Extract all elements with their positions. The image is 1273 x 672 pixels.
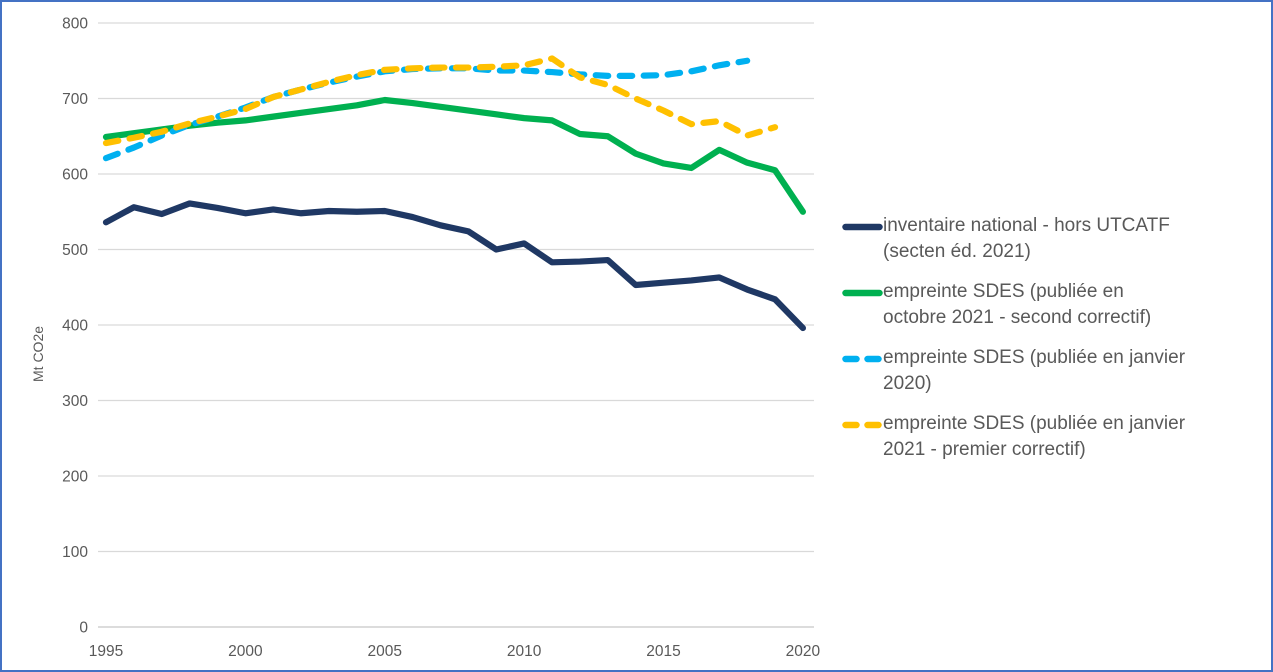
legend-label: inventaire national - hors UTCATF (secte… — [883, 215, 1170, 262]
legend-item: empreinte SDES (publiée en janvier 2020) — [842, 345, 1262, 397]
legend-label: empreinte SDES (publiée en janvier 2020) — [883, 347, 1186, 394]
legend-item: empreinte SDES (publiée en janvier 2021 … — [842, 411, 1262, 463]
legend-label: empreinte SDES (publiée en octobre 2021 … — [883, 281, 1152, 328]
legend-swatch-empreinte-sdes-janvier-2021 — [842, 421, 883, 429]
legend-swatch-empreinte-sdes-octobre-2021 — [842, 289, 883, 297]
legend-label: empreinte SDES (publiée en janvier 2021 … — [883, 413, 1186, 460]
y-tick-label: 800 — [62, 16, 88, 33]
legend-item: inventaire national - hors UTCATF (secte… — [842, 213, 1262, 265]
y-tick-label: 500 — [62, 242, 88, 259]
legend-swatch-empreinte-sdes-janvier-2020 — [842, 355, 883, 363]
y-tick-label: 600 — [62, 167, 88, 184]
y-tick-label: 700 — [62, 91, 88, 108]
x-tick-label: 2020 — [786, 643, 821, 660]
line-series-0 — [102, 200, 807, 332]
y-tick-label: 300 — [62, 393, 88, 410]
legend: inventaire national - hors UTCATF (secte… — [842, 213, 1262, 463]
legend-swatch-inventaire-national — [842, 223, 883, 231]
y-tick-label: 0 — [79, 620, 88, 637]
line-series-1 — [102, 96, 807, 215]
line-series-3 — [102, 55, 779, 147]
line-series-2 — [102, 57, 751, 162]
y-tick-label: 100 — [62, 544, 88, 561]
x-tick-label: 2005 — [368, 643, 402, 660]
x-tick-label: 2000 — [228, 643, 263, 660]
x-tick-label: 2010 — [507, 643, 542, 660]
y-tick-label: 400 — [62, 318, 88, 335]
y-tick-label: 200 — [62, 469, 88, 486]
x-tick-label: 1995 — [89, 643, 123, 660]
legend-item: empreinte SDES (publiée en octobre 2021 … — [842, 279, 1262, 331]
y-axis-title: Mt CO2e — [30, 325, 46, 382]
x-tick-label: 2015 — [646, 643, 680, 660]
